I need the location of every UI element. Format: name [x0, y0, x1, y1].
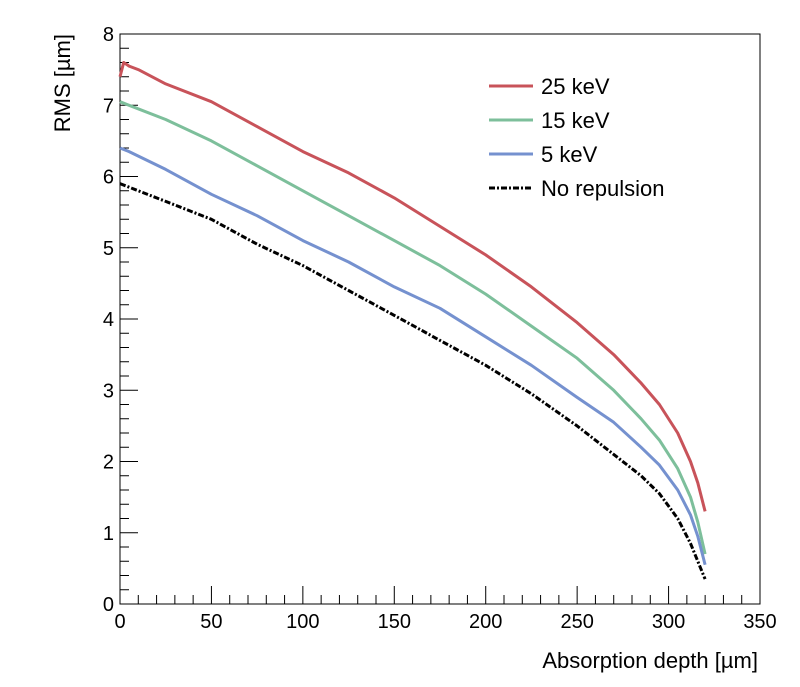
legend-label: 15 keV — [541, 108, 610, 133]
x-tick-label: 100 — [286, 611, 319, 633]
x-tick-label: 50 — [200, 611, 222, 633]
plot-frame — [119, 33, 761, 605]
y-tick-label: 7 — [103, 95, 114, 117]
y-tick-label: 5 — [103, 238, 114, 260]
legend: 25 keV 15 keV 5 keV No repulsion — [489, 74, 665, 201]
y-tick-label: 6 — [103, 167, 114, 189]
y-tick-label: 0 — [103, 594, 114, 616]
x-tick-label: 200 — [469, 611, 502, 633]
plot-area — [119, 33, 761, 605]
series-line-5-kev — [119, 146, 707, 566]
y-axis-title: RMS [µm] — [50, 34, 75, 132]
series-line-no-repulsion — [119, 182, 707, 580]
legend-label: 5 keV — [541, 142, 598, 167]
x-tick-label: 250 — [560, 611, 593, 633]
y-tick-label: 3 — [103, 380, 114, 402]
legend-label: No repulsion — [541, 176, 665, 201]
x-axis-title: Absorption depth [µm] — [542, 648, 758, 673]
x-tick-label: 0 — [114, 611, 125, 633]
x-tick-label: 150 — [378, 611, 411, 633]
legend-label: 25 keV — [541, 74, 610, 99]
y-tick-label: 2 — [103, 452, 114, 474]
axis-ticks — [119, 33, 761, 605]
x-tick-label: 300 — [652, 611, 685, 633]
tick-labels: 0 50 100 150 200 250 300 350 0 1 2 3 4 5 6 7 8 — [103, 24, 777, 633]
y-tick-label: 8 — [103, 24, 114, 46]
y-tick-label: 4 — [103, 309, 114, 331]
y-tick-label: 1 — [103, 523, 114, 545]
x-tick-label: 350 — [743, 611, 776, 633]
series-line-25-kev — [118, 61, 707, 512]
series-line-15-kev — [119, 100, 707, 555]
series-lines — [118, 61, 707, 580]
